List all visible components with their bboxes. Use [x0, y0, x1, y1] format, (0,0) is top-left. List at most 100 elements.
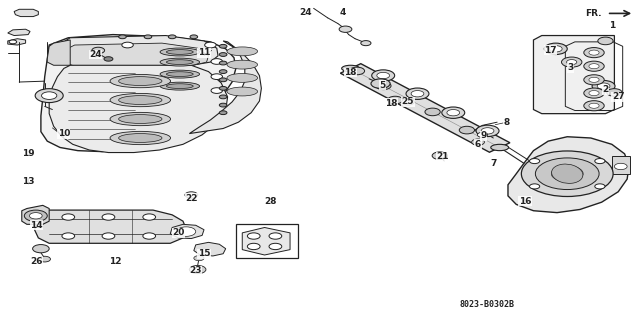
Circle shape	[529, 159, 540, 164]
Polygon shape	[243, 227, 290, 255]
Polygon shape	[49, 65, 228, 152]
Text: 7: 7	[491, 159, 497, 168]
Circle shape	[584, 88, 604, 98]
Text: 19: 19	[22, 149, 35, 158]
Ellipse shape	[110, 93, 171, 107]
Circle shape	[190, 35, 198, 39]
Circle shape	[377, 72, 390, 79]
Text: 5: 5	[380, 81, 385, 90]
Circle shape	[247, 243, 260, 250]
Ellipse shape	[118, 115, 162, 123]
Ellipse shape	[227, 87, 257, 96]
Circle shape	[205, 42, 216, 48]
Polygon shape	[64, 43, 209, 66]
Text: 3: 3	[567, 63, 573, 72]
Circle shape	[220, 53, 227, 56]
Circle shape	[447, 109, 460, 116]
Ellipse shape	[166, 50, 193, 54]
Polygon shape	[194, 242, 226, 256]
Text: 18: 18	[344, 68, 357, 77]
Circle shape	[35, 89, 63, 103]
Circle shape	[595, 159, 605, 164]
Polygon shape	[22, 205, 49, 224]
Text: 24: 24	[90, 50, 102, 59]
Circle shape	[476, 125, 499, 137]
Circle shape	[220, 86, 227, 90]
Text: 6: 6	[475, 140, 481, 149]
Circle shape	[536, 158, 599, 189]
Circle shape	[92, 47, 104, 54]
Text: 9: 9	[481, 131, 487, 140]
Circle shape	[269, 233, 282, 239]
Circle shape	[177, 227, 196, 236]
Circle shape	[584, 101, 604, 111]
Circle shape	[102, 214, 115, 220]
Ellipse shape	[110, 131, 171, 145]
Text: 18: 18	[385, 99, 397, 108]
Circle shape	[406, 88, 429, 100]
Ellipse shape	[160, 82, 200, 90]
Text: 8023-B0302B: 8023-B0302B	[460, 300, 515, 309]
Circle shape	[185, 192, 198, 198]
Circle shape	[432, 152, 447, 160]
Text: 15: 15	[198, 249, 211, 258]
Circle shape	[143, 214, 156, 220]
Circle shape	[211, 88, 223, 93]
Text: 1: 1	[609, 21, 615, 30]
Circle shape	[584, 61, 604, 71]
Text: 17: 17	[545, 46, 557, 55]
Circle shape	[607, 89, 622, 96]
Circle shape	[220, 95, 227, 99]
Circle shape	[561, 57, 582, 67]
Circle shape	[42, 92, 57, 100]
Circle shape	[598, 37, 613, 45]
Bar	[612, 156, 630, 174]
Polygon shape	[8, 39, 26, 45]
Circle shape	[425, 108, 440, 116]
Text: 10: 10	[58, 129, 70, 138]
Ellipse shape	[227, 73, 257, 82]
Circle shape	[442, 107, 465, 118]
Circle shape	[411, 91, 424, 97]
Circle shape	[589, 77, 599, 82]
Circle shape	[372, 70, 395, 81]
Text: 21: 21	[436, 152, 449, 161]
Polygon shape	[8, 29, 30, 35]
Polygon shape	[508, 137, 629, 213]
Text: 24: 24	[300, 8, 312, 17]
Bar	[236, 224, 298, 257]
Circle shape	[220, 44, 227, 48]
Polygon shape	[47, 40, 70, 65]
Circle shape	[102, 233, 115, 239]
Polygon shape	[189, 41, 261, 134]
Circle shape	[220, 78, 227, 82]
Circle shape	[361, 41, 371, 46]
Ellipse shape	[160, 48, 200, 56]
Circle shape	[62, 214, 75, 220]
Text: 20: 20	[172, 228, 185, 237]
Circle shape	[592, 80, 615, 92]
Ellipse shape	[552, 164, 583, 183]
Text: 16: 16	[519, 197, 531, 206]
Circle shape	[584, 75, 604, 85]
Circle shape	[104, 57, 113, 61]
Text: 14: 14	[30, 221, 43, 230]
Ellipse shape	[166, 72, 193, 77]
Circle shape	[118, 35, 126, 39]
Circle shape	[371, 79, 390, 88]
Polygon shape	[534, 35, 614, 114]
Circle shape	[247, 233, 260, 239]
Text: 25: 25	[402, 97, 414, 107]
Ellipse shape	[110, 74, 171, 88]
Circle shape	[589, 91, 599, 96]
Circle shape	[168, 35, 176, 39]
Ellipse shape	[110, 112, 171, 126]
Ellipse shape	[166, 60, 193, 64]
Text: 4: 4	[339, 8, 346, 17]
Text: 26: 26	[30, 257, 43, 266]
Circle shape	[211, 59, 223, 64]
Text: 13: 13	[22, 176, 35, 186]
Polygon shape	[14, 9, 38, 17]
Circle shape	[220, 70, 227, 73]
Circle shape	[614, 163, 627, 170]
